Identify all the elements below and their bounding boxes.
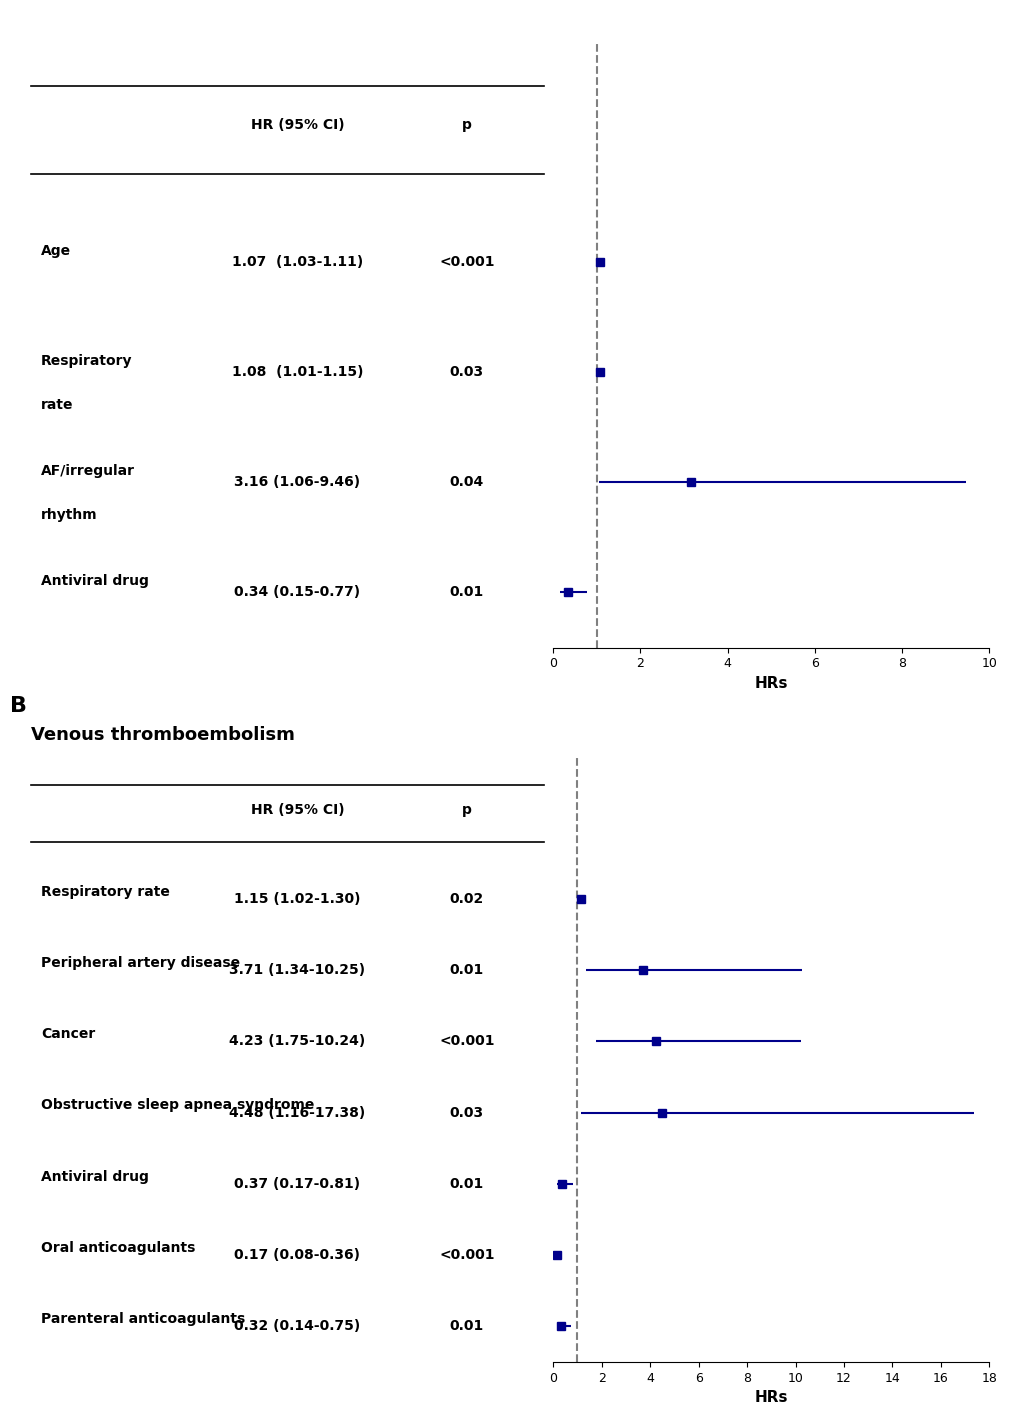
Text: Parenteral anticoagulants: Parenteral anticoagulants	[41, 1313, 245, 1327]
Text: B: B	[10, 696, 28, 716]
Text: 0.01: 0.01	[449, 585, 483, 600]
Text: <0.001: <0.001	[438, 1035, 494, 1049]
Text: 3.16 (1.06-9.46): 3.16 (1.06-9.46)	[234, 476, 360, 490]
X-axis label: HRs: HRs	[754, 675, 788, 691]
Text: p: p	[462, 803, 471, 817]
Text: 0.01: 0.01	[449, 963, 483, 977]
Text: HR (95% CI): HR (95% CI)	[251, 803, 343, 817]
Text: 0.04: 0.04	[449, 476, 483, 490]
Text: Antiviral drug: Antiviral drug	[41, 1170, 149, 1184]
Text: <0.001: <0.001	[438, 256, 494, 270]
Text: 1.15 (1.02-1.30): 1.15 (1.02-1.30)	[234, 892, 361, 906]
Text: 0.37 (0.17-0.81): 0.37 (0.17-0.81)	[234, 1177, 360, 1191]
Text: 0.03: 0.03	[449, 1105, 483, 1119]
Text: Cancer: Cancer	[41, 1028, 95, 1042]
Text: rhythm: rhythm	[41, 508, 98, 522]
Text: 3.71 (1.34-10.25): 3.71 (1.34-10.25)	[229, 963, 365, 977]
Text: 0.17 (0.08-0.36): 0.17 (0.08-0.36)	[234, 1248, 360, 1262]
Text: 0.01: 0.01	[449, 1177, 483, 1191]
Text: 0.01: 0.01	[449, 1320, 483, 1334]
Text: Peripheral artery disease: Peripheral artery disease	[41, 956, 239, 970]
Text: 0.03: 0.03	[449, 365, 483, 379]
Text: Respiratory rate: Respiratory rate	[41, 885, 169, 899]
Text: 0.32 (0.14-0.75): 0.32 (0.14-0.75)	[234, 1320, 360, 1334]
Text: 1.07  (1.03-1.11): 1.07 (1.03-1.11)	[231, 256, 363, 270]
Text: Age: Age	[41, 244, 71, 258]
Text: Venous thromboembolism: Venous thromboembolism	[31, 726, 294, 744]
Text: AF/irregular: AF/irregular	[41, 465, 135, 479]
Text: 1.08  (1.01-1.15): 1.08 (1.01-1.15)	[231, 365, 363, 379]
Text: Oral anticoagulants: Oral anticoagulants	[41, 1241, 195, 1255]
Text: Respiratory: Respiratory	[41, 354, 132, 368]
Text: 0.02: 0.02	[449, 892, 483, 906]
Text: Obstructive sleep apnea syndrome: Obstructive sleep apnea syndrome	[41, 1098, 314, 1112]
Text: Antiviral drug: Antiviral drug	[41, 574, 149, 588]
Text: p: p	[462, 118, 471, 132]
Text: HR (95% CI): HR (95% CI)	[251, 118, 343, 132]
Text: <0.001: <0.001	[438, 1248, 494, 1262]
Text: 4.48 (1.16-17.38): 4.48 (1.16-17.38)	[229, 1105, 365, 1119]
X-axis label: HRs: HRs	[754, 1390, 788, 1404]
Text: 4.23 (1.75-10.24): 4.23 (1.75-10.24)	[229, 1035, 365, 1049]
Text: 0.34 (0.15-0.77): 0.34 (0.15-0.77)	[234, 585, 360, 600]
Text: rate: rate	[41, 399, 73, 413]
